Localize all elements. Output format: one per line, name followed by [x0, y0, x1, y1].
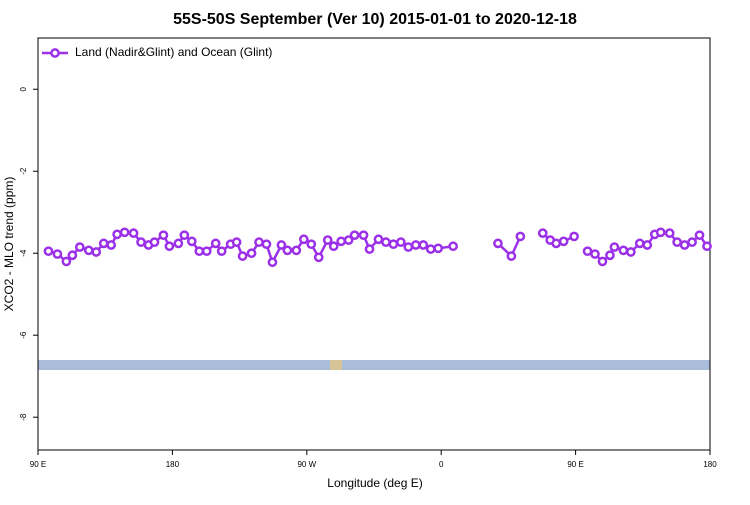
point	[67, 250, 78, 261]
x-tick-label: 90 E	[30, 460, 46, 469]
point	[336, 236, 346, 247]
point	[328, 241, 339, 252]
point	[231, 237, 242, 248]
point	[642, 240, 653, 250]
point	[515, 231, 526, 242]
point	[433, 243, 444, 254]
point	[179, 230, 190, 241]
y-tick-label: -2	[19, 167, 28, 175]
point	[186, 236, 197, 247]
point	[83, 245, 94, 256]
point	[672, 237, 682, 248]
point	[425, 244, 436, 254]
point	[702, 241, 712, 252]
point	[322, 235, 333, 245]
point	[551, 238, 562, 249]
point	[98, 238, 109, 249]
x-tick-label: 0	[439, 460, 444, 469]
point	[74, 242, 85, 252]
point	[582, 246, 593, 257]
point	[52, 249, 63, 259]
point	[418, 240, 429, 250]
point	[173, 238, 184, 249]
y-tick-label: 0	[19, 86, 28, 91]
point	[119, 227, 130, 238]
point	[313, 252, 324, 263]
y-tick-label: -6	[19, 331, 28, 339]
point	[679, 240, 690, 250]
y-tick-label: -4	[19, 249, 28, 257]
x-tick-label: 90 W	[297, 460, 316, 469]
point	[106, 240, 117, 250]
point	[381, 237, 391, 248]
point	[282, 245, 293, 256]
point	[267, 257, 278, 268]
point	[136, 237, 146, 248]
point	[291, 245, 302, 256]
point	[276, 240, 287, 250]
point	[364, 244, 375, 254]
point	[158, 230, 169, 241]
point	[343, 235, 354, 245]
chart-title: 55S-50S September (Ver 10) 2015-01-01 to…	[173, 11, 577, 28]
point	[664, 228, 675, 238]
point	[237, 251, 248, 261]
point	[349, 230, 360, 241]
point	[403, 242, 414, 252]
x-tick-label: 180	[166, 460, 180, 469]
point	[358, 230, 369, 241]
point	[634, 238, 645, 249]
y-tick-label: -8	[19, 413, 28, 421]
point	[655, 227, 666, 238]
point	[694, 230, 705, 241]
point	[210, 238, 221, 249]
point	[605, 250, 615, 261]
point	[91, 247, 102, 257]
point	[396, 237, 406, 248]
point	[493, 238, 503, 249]
point	[149, 237, 160, 248]
point	[254, 237, 264, 248]
point	[246, 248, 257, 259]
point	[569, 231, 579, 242]
point	[558, 236, 569, 247]
point	[112, 229, 122, 240]
point	[61, 256, 72, 267]
point	[194, 246, 205, 257]
landmask-band	[38, 360, 710, 370]
y-axis-label: XCO2 - MLO trend (ppm)	[2, 177, 16, 312]
point	[687, 237, 697, 248]
point	[164, 241, 175, 252]
point	[388, 239, 399, 250]
point	[43, 246, 54, 257]
land-patch	[330, 360, 342, 370]
point	[410, 240, 421, 250]
point	[216, 246, 227, 257]
point	[590, 249, 600, 259]
x-tick-label: 90 E	[567, 460, 583, 469]
point	[597, 256, 608, 267]
point	[506, 251, 517, 261]
point	[626, 247, 636, 257]
point	[298, 234, 309, 245]
legend-label: Land (Nadir&Glint) and Ocean (Glint)	[75, 45, 272, 59]
legend-marker	[50, 48, 60, 58]
x-tick-label: 180	[703, 460, 717, 469]
point	[609, 242, 620, 252]
point	[448, 241, 458, 252]
point	[201, 246, 212, 257]
point	[261, 239, 272, 250]
point	[128, 228, 139, 238]
point	[306, 239, 317, 250]
point	[618, 245, 629, 256]
x-axis-label: Longitude (deg E)	[327, 476, 422, 490]
point	[373, 234, 384, 245]
point	[537, 228, 548, 238]
